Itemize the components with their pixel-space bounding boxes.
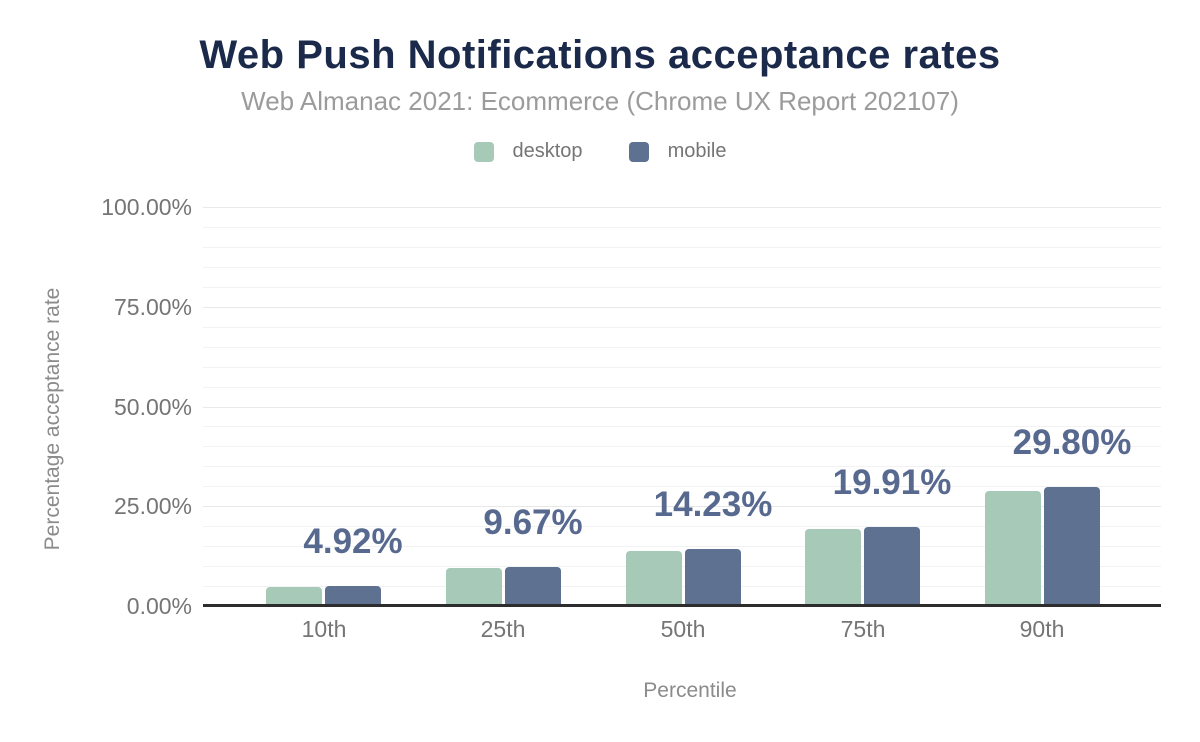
bar-mobile-90th — [1044, 487, 1100, 606]
bar-mobile-25th — [505, 567, 561, 606]
y-tick-label: 0.00% — [126, 593, 192, 619]
minor-gridline-20 — [203, 526, 1161, 527]
minor-gridline-5 — [203, 586, 1161, 587]
legend-swatch-mobile — [628, 141, 649, 162]
x-tick-label-75th: 75th — [840, 616, 886, 642]
major-gridline-75 — [203, 307, 1161, 308]
x-tick-label-50th: 50th — [660, 616, 706, 642]
y-tick-label: 50.00% — [113, 394, 192, 420]
data-label-90th: 29.80% — [1012, 423, 1132, 462]
minor-gridline-95 — [203, 227, 1161, 228]
y-tick-label: 100.00% — [101, 194, 192, 220]
x-tick-label-90th: 90th — [1019, 616, 1065, 642]
bar-desktop-90th — [985, 491, 1041, 606]
data-label-10th: 4.92% — [303, 522, 403, 561]
y-tick-label: 75.00% — [113, 294, 192, 320]
chart-title: Web Push Notifications acceptance rates — [199, 33, 1001, 77]
bar-desktop-25th — [446, 568, 502, 606]
chart-subtitle: Web Almanac 2021: Ecommerce (Chrome UX R… — [241, 86, 959, 116]
bar-mobile-10th — [325, 586, 381, 606]
minor-gridline-70 — [203, 327, 1161, 328]
y-tick-label: 25.00% — [113, 493, 192, 519]
bar-desktop-50th — [626, 551, 682, 606]
minor-gridline-35 — [203, 466, 1161, 467]
bar-desktop-75th — [805, 529, 861, 606]
bar-desktop-10th — [266, 587, 322, 606]
minor-gridline-15 — [203, 546, 1161, 547]
minor-gridline-30 — [203, 486, 1161, 487]
bar-mobile-50th — [685, 549, 741, 606]
legend-swatch-desktop — [473, 141, 494, 162]
minor-gridline-60 — [203, 367, 1161, 368]
legend-label-mobile: mobile — [667, 140, 727, 162]
data-label-75th: 19.91% — [832, 463, 952, 502]
x-axis-line — [203, 604, 1161, 607]
minor-gridline-80 — [203, 287, 1161, 288]
minor-gridline-40 — [203, 446, 1161, 447]
data-label-50th: 14.23% — [653, 485, 773, 524]
minor-gridline-55 — [203, 387, 1161, 388]
data-label-25th: 9.67% — [483, 503, 583, 542]
legend: desktop mobile — [0, 140, 1200, 163]
legend-item-desktop: desktop — [473, 140, 583, 163]
minor-gridline-65 — [203, 347, 1161, 348]
x-tick-label-25th: 25th — [480, 616, 526, 642]
bar-mobile-75th — [864, 527, 920, 606]
minor-gridline-10 — [203, 566, 1161, 567]
x-axis-title: Percentile — [643, 679, 737, 702]
y-axis-title: Percentage acceptance rate — [41, 287, 64, 551]
minor-gridline-90 — [203, 247, 1161, 248]
major-gridline-25 — [203, 506, 1161, 507]
legend-label-desktop: desktop — [512, 140, 583, 162]
minor-gridline-85 — [203, 267, 1161, 268]
legend-item-mobile: mobile — [628, 140, 727, 163]
major-gridline-100 — [203, 207, 1161, 208]
major-gridline-50 — [203, 407, 1161, 408]
minor-gridline-45 — [203, 426, 1161, 427]
x-tick-label-10th: 10th — [301, 616, 347, 642]
